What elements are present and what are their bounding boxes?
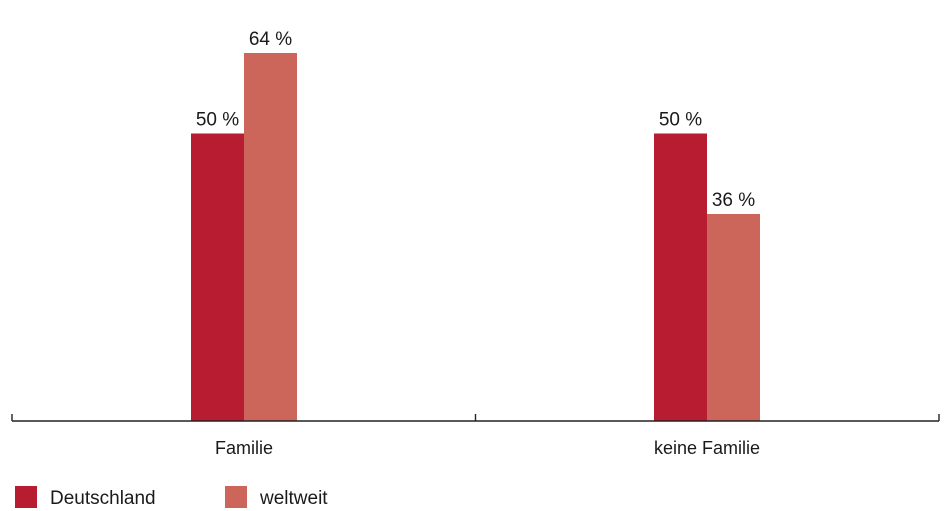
x-axis (11, 414, 940, 422)
bar-weltweit-keine-familie (707, 214, 760, 421)
value-label-weltweit-keine-familie: 36 % (712, 190, 755, 211)
legend-label-deutschland: Deutschland (50, 488, 156, 509)
x-tick-labels: Familie keine Familie (215, 438, 760, 458)
value-label-weltweit-familie: 64 % (249, 29, 292, 50)
legend-swatch-weltweit (225, 486, 247, 508)
bar-deutschland-familie (191, 133, 244, 421)
legend-swatch-deutschland (15, 486, 37, 508)
bars-group (191, 53, 760, 421)
value-label-deutschland-keine-familie: 50 % (659, 110, 702, 131)
value-labels-group: 50 % 64 % 50 % 36 % (196, 29, 755, 211)
x-tick-label-familie: Familie (215, 438, 273, 458)
value-label-deutschland-familie: 50 % (196, 110, 239, 131)
bar-deutschland-keine-familie (654, 133, 707, 421)
legend-label-weltweit: weltweit (259, 488, 328, 509)
legend: Deutschland weltweit (15, 486, 328, 509)
x-tick-label-keine-familie: keine Familie (654, 438, 760, 458)
bar-weltweit-familie (244, 53, 297, 421)
